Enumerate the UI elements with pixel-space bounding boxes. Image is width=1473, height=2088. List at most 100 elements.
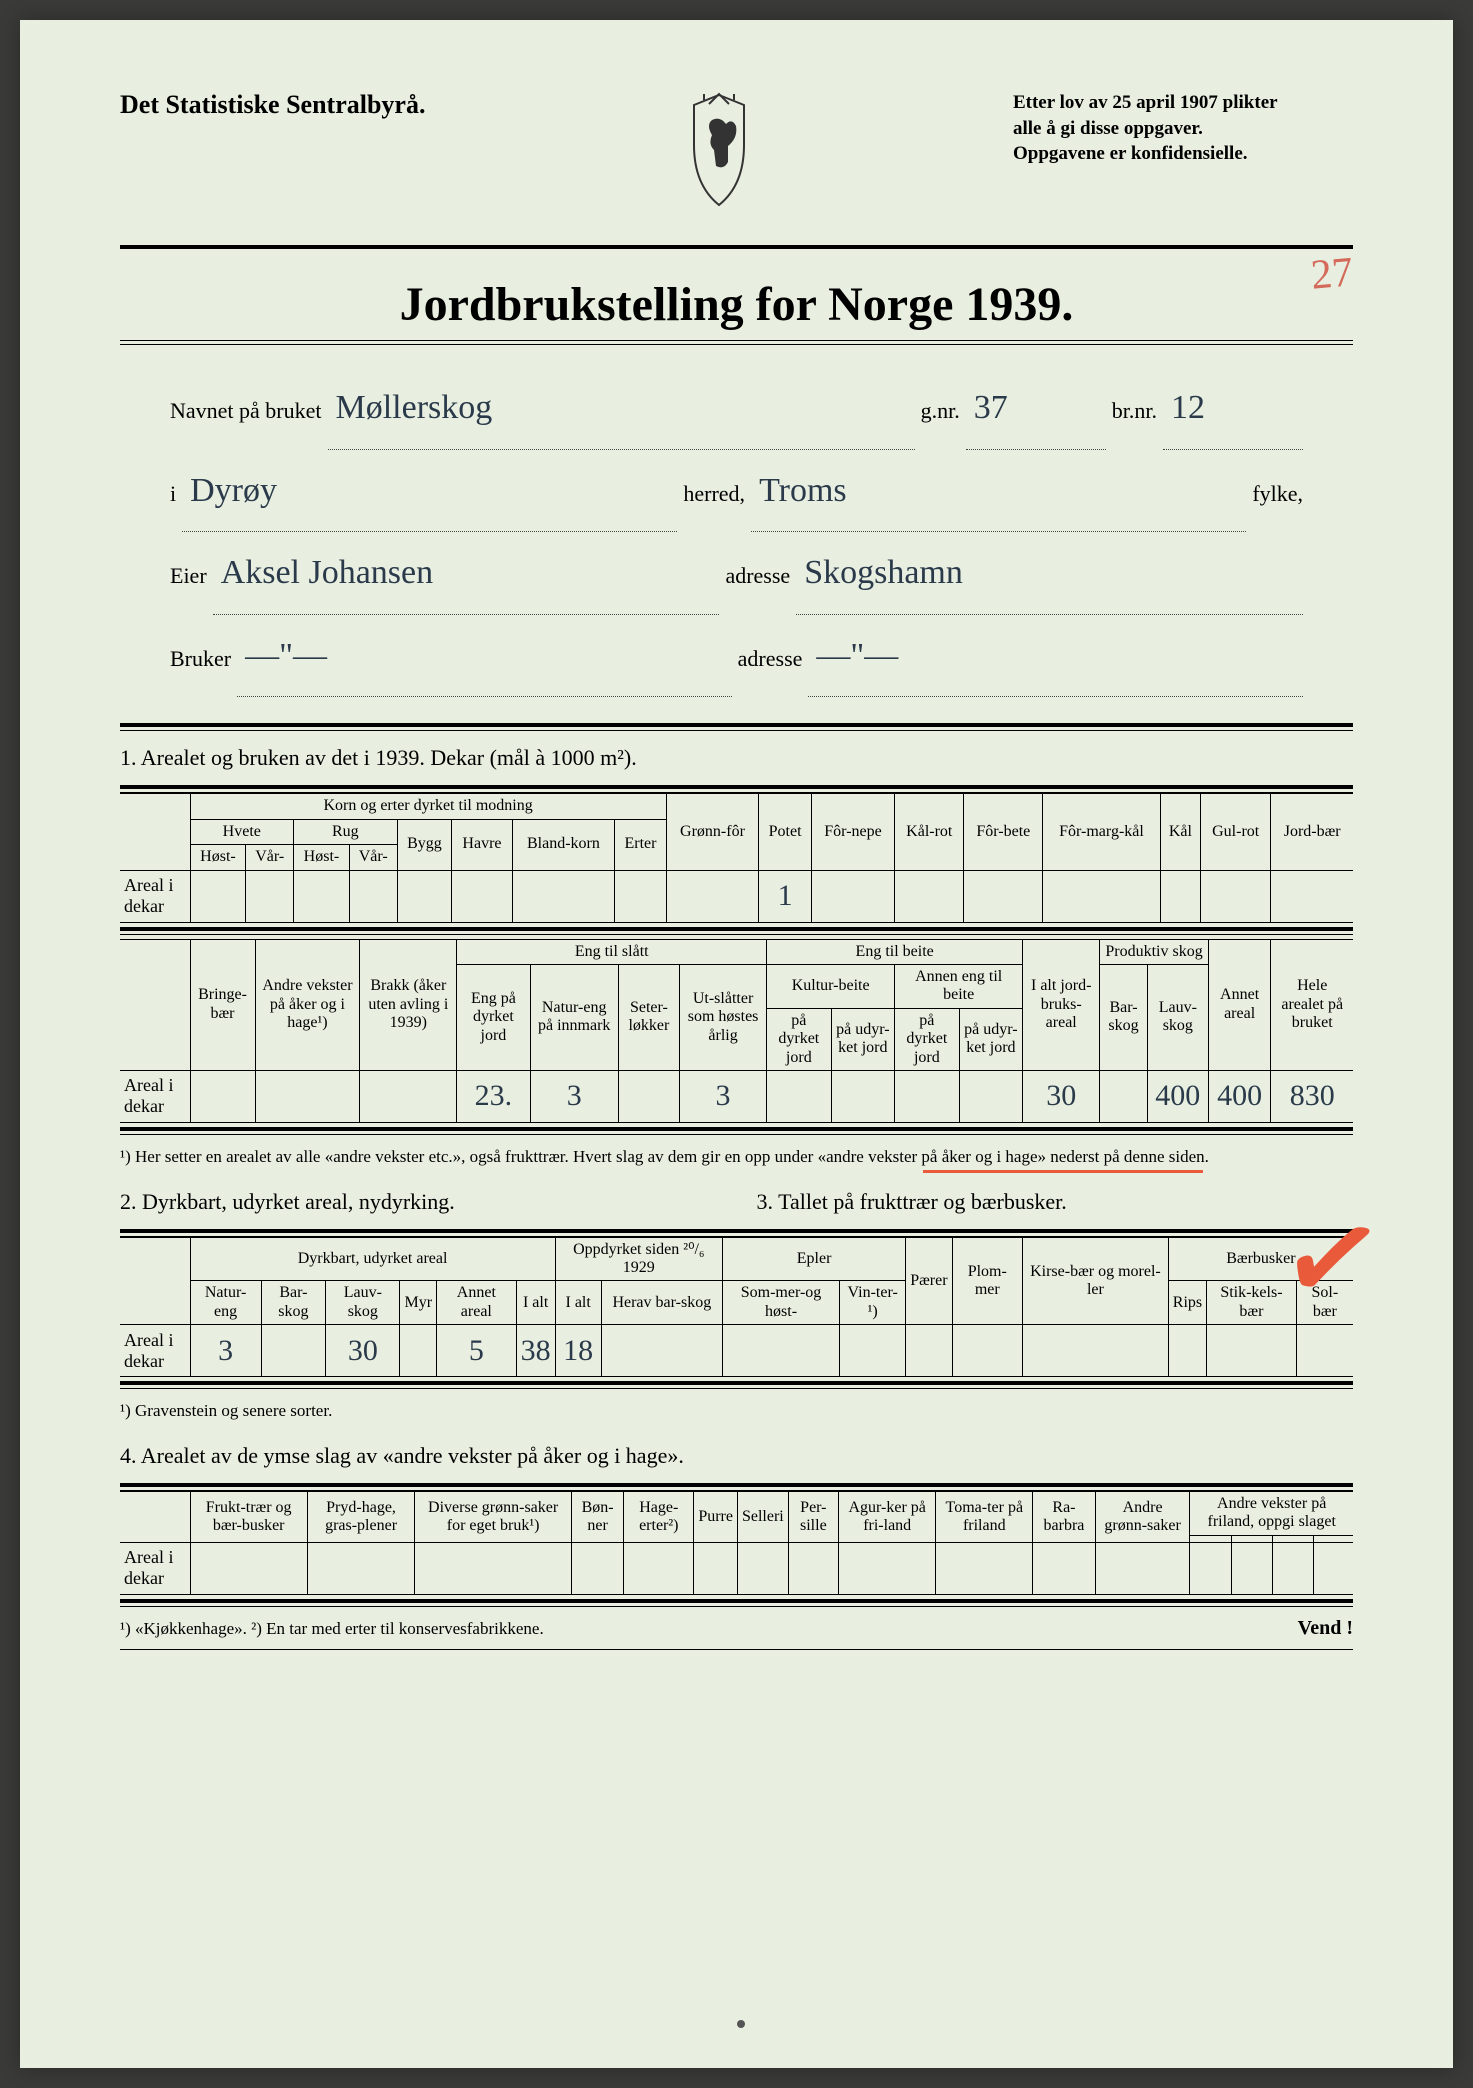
th: Brakk (åker uten avling i 1939) <box>360 939 457 1070</box>
cell: 830 <box>1271 1070 1353 1122</box>
cell: 30 <box>1023 1070 1100 1122</box>
th: Andre vekster på friland, oppgi slaget <box>1190 1492 1353 1536</box>
th: Lauv-skog <box>1147 964 1208 1070</box>
turn-page-label: Vend ! <box>1298 1609 1353 1640</box>
th: I alt jord-bruks-areal <box>1023 939 1100 1070</box>
th: Havre <box>452 819 512 870</box>
cell: 1 <box>759 870 812 922</box>
th: Eng på dyrket jord <box>457 964 530 1070</box>
section2-title: 2. Dyrkbart, udyrket areal, nydyrking. <box>120 1175 717 1225</box>
section1-table-b: Bringe-bær Andre vekster på åker og i ha… <box>120 939 1353 1123</box>
legal-line: Etter lov av 25 april 1907 plikter <box>1013 90 1353 116</box>
th: Fôr-nepe <box>811 794 894 870</box>
field-value: —"— <box>237 615 732 698</box>
th: Rug <box>294 819 398 844</box>
th: på udyr-ket jord <box>959 1008 1023 1070</box>
cell: 18 <box>555 1325 601 1377</box>
field-label: i <box>170 468 176 521</box>
red-checkmark-icon: ✓ <box>1271 1182 1394 1336</box>
th: Fôr-marg-kål <box>1043 794 1161 870</box>
field-value: 12 <box>1163 367 1303 450</box>
th: Fôr-bete <box>964 794 1043 870</box>
th: Vår- <box>246 845 294 870</box>
th: Annet areal <box>437 1281 517 1325</box>
red-strikethrough <box>923 1170 1203 1173</box>
th: Høst- <box>294 845 350 870</box>
th: Kål <box>1160 794 1200 870</box>
th: Epler <box>722 1237 905 1281</box>
th: I alt <box>516 1281 555 1325</box>
field-label: adresse <box>725 550 790 603</box>
th: Bøn-ner <box>571 1492 623 1543</box>
cell: 3 <box>679 1070 766 1122</box>
cell: 3 <box>190 1325 261 1377</box>
th: Korn og erter dyrket til modning <box>190 794 666 819</box>
th: Potet <box>759 794 812 870</box>
section2-3-table: Dyrkbart, udyrket areal Oppdyrket siden … <box>120 1237 1353 1378</box>
cell: 30 <box>326 1325 400 1377</box>
th: Eng til beite <box>767 939 1023 964</box>
identification-block: Navnet på bruket Møllerskog g.nr. 37 br.… <box>120 345 1353 719</box>
th: Annet areal <box>1208 939 1271 1070</box>
th: Purre <box>694 1492 738 1543</box>
th: Ut-slåtter som høstes årlig <box>679 964 766 1070</box>
section4-table: Frukt-trær og bær-busker Pryd-hage, gras… <box>120 1491 1353 1595</box>
th: Natur-eng <box>190 1281 261 1325</box>
footnote: ¹) Her setter en arealet av alle «andre … <box>120 1135 1353 1175</box>
th: Erter <box>615 819 666 870</box>
th: Kultur-beite <box>767 964 895 1008</box>
footnote: ¹) Gravenstein og senere sorter. <box>120 1389 1353 1429</box>
th: Grønn-fôr <box>666 794 759 870</box>
field-value: Møllerskog <box>328 367 915 450</box>
footnote: ¹) «Kjøkkenhage». ²) En tar med erter ti… <box>120 1607 544 1647</box>
section4-title: 4. Arealet av de ymse slag av «andre vek… <box>120 1429 1353 1479</box>
field-label: Navnet på bruket <box>170 385 322 438</box>
dust-mark-icon <box>737 2020 745 2028</box>
th: Produktiv skog <box>1100 939 1209 964</box>
th: Diverse grønn-saker for eget bruk¹) <box>415 1492 572 1543</box>
th: Jord-bær <box>1271 794 1353 870</box>
coat-of-arms <box>659 90 779 210</box>
cell: 400 <box>1147 1070 1208 1122</box>
field-label: Eier <box>170 550 207 603</box>
th: Oppdyrket siden ²⁰/₆ 1929 <box>555 1237 722 1281</box>
th: Hvete <box>190 819 294 844</box>
field-value: Skogshamn <box>796 532 1303 615</box>
field-value: 37 <box>966 367 1106 450</box>
census-form-page: Det Statistiske Sentralbyrå. Etter lov a… <box>20 20 1453 2068</box>
legal-line: alle å gi disse oppgaver. <box>1013 116 1353 142</box>
th: Vår- <box>349 845 397 870</box>
field-value: Dyrøy <box>182 450 677 533</box>
th: Agur-ker på fri-land <box>838 1492 935 1543</box>
th: Bygg <box>397 819 452 870</box>
th: Kirse-bær og morel-ler <box>1023 1237 1169 1325</box>
th: Annen eng til beite <box>895 964 1023 1008</box>
th: på dyrket jord <box>895 1008 959 1070</box>
th: I alt <box>555 1281 601 1325</box>
th: Toma-ter på friland <box>936 1492 1033 1543</box>
cell: 38 <box>516 1325 555 1377</box>
field-value: —"— <box>808 615 1303 698</box>
th: Bland-korn <box>512 819 615 870</box>
th: på udyr-ket jord <box>831 1008 895 1070</box>
section1-table-a: Korn og erter dyrket til modning Grønn-f… <box>120 793 1353 922</box>
section3-title: 3. Tallet på frukttrær og bærbusker. <box>757 1175 1354 1225</box>
legal-notice: Etter lov av 25 april 1907 plikter alle … <box>1013 90 1353 167</box>
row-label: Areal i dekar <box>120 1325 190 1377</box>
th: Bar-skog <box>1100 964 1148 1070</box>
field-label: herred, <box>683 468 745 521</box>
legal-line: Oppgavene er konfidensielle. <box>1013 141 1353 167</box>
th: Seter-løkker <box>618 964 679 1070</box>
bureau-name: Det Statistiske Sentralbyrå. <box>120 90 425 120</box>
th: Rips <box>1168 1281 1206 1325</box>
th: Andre grønn-saker <box>1095 1492 1190 1543</box>
row-label: Areal i dekar <box>120 1542 190 1594</box>
th: Lauv-skog <box>326 1281 400 1325</box>
th: Ra-barbra <box>1033 1492 1096 1543</box>
row-label: Areal i dekar <box>120 870 190 922</box>
cell: 3 <box>530 1070 618 1122</box>
cell: 23. <box>457 1070 530 1122</box>
th: Dyrkbart, udyrket areal <box>190 1237 555 1281</box>
header-row: Det Statistiske Sentralbyrå. Etter lov a… <box>120 90 1353 210</box>
th: Frukt-trær og bær-busker <box>190 1492 307 1543</box>
